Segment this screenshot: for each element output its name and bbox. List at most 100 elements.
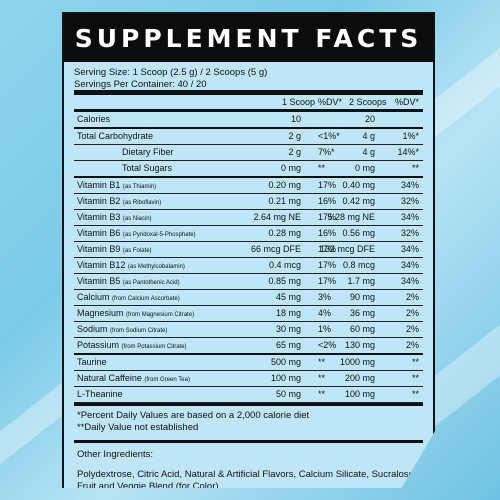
dv-one-scoop: **	[318, 163, 326, 173]
col-dv-two: %DV*	[394, 97, 419, 107]
dv-one-scoop: 3%	[318, 292, 332, 302]
column-header-row: 1 Scoop %DV* 2 Scoops %DV*	[74, 95, 423, 112]
not-established-footnote: **Daily Value not established	[77, 422, 199, 433]
nutrient-name: Calories	[77, 114, 111, 124]
nutrient-name: Dietary Fiber	[122, 147, 174, 157]
amount-one-scoop: 0.4 mcg	[268, 260, 301, 270]
nutrient-name: Vitamin B6	[77, 228, 121, 238]
nutrient-source: (as Folate)	[122, 248, 152, 254]
nutrient-row: Dietary Fiber 2 g 7%* 4 g 14%*	[74, 145, 423, 161]
amount-two-scoops: 200 mg	[344, 373, 375, 383]
nutrient-name: Calcium	[77, 292, 110, 302]
dv-two-scoops: 34%	[400, 276, 419, 286]
dv-two-scoops: **	[411, 163, 419, 173]
amount-one-scoop: 2 g	[288, 131, 301, 141]
nutrient-name: Taurine	[77, 357, 107, 367]
amount-two-scoops: 20	[364, 114, 375, 124]
nutrient-name: L-Theanine	[77, 389, 123, 399]
amount-one-scoop: 18 mg	[275, 308, 301, 318]
supplement-facts-panel: SUPPLEMENT FACTS Serving Size: 1 Scoop (…	[62, 12, 435, 488]
amount-one-scoop: 2.64 mg NE	[253, 212, 301, 222]
dv-one-scoop: 17%	[318, 244, 337, 254]
nutrient-name: Vitamin B3	[77, 212, 121, 222]
nutrient-source: (as Riboflavin)	[122, 200, 162, 206]
nutrient-source: (from Calcium Ascorbate)	[112, 296, 180, 302]
amount-one-scoop: 0.21 mg	[268, 196, 301, 206]
nutrient-name-cell: Vitamin B9 (as Folate)	[77, 242, 152, 259]
serving-size: Serving Size: 1 Scoop (2.5 g) / 2 Scoops…	[74, 67, 268, 78]
nutrient-source: (as Niacin)	[122, 216, 152, 222]
nutrient-row: Calories 10 20	[74, 112, 423, 129]
nutrient-row: L-Theanine 50 mg ** 100 mg **	[74, 387, 423, 403]
amount-two-scoops: 132 mcg DFE	[319, 244, 375, 254]
nutrient-name-cell: Potassium (from Potassium Citrate)	[77, 338, 187, 355]
dv-one-scoop: **	[318, 373, 326, 383]
nutrient-name-cell: Calories	[77, 112, 110, 127]
dv-two-scoops: 34%	[400, 260, 419, 270]
dv-one-scoop: 4%	[318, 308, 332, 318]
nutrient-source: (from Sodium Citrate)	[110, 328, 168, 334]
nutrient-row: Calcium (from Calcium Ascorbate) 45 mg 3% 9…	[74, 290, 423, 306]
dv-one-scoop: 7%*	[318, 147, 335, 157]
dv-two-scoops: 2%	[405, 292, 419, 302]
nutrient-name-cell: Dietary Fiber	[122, 145, 174, 160]
dv-two-scoops: 14%*	[397, 147, 419, 157]
amount-two-scoops: 0.56 mg	[342, 228, 375, 238]
amount-one-scoop: 50 mg	[275, 389, 301, 399]
amount-two-scoops: 1.7 mg	[347, 276, 375, 286]
dv-one-scoop: 16%	[318, 196, 337, 206]
nutrient-source: (as Thiamin)	[122, 184, 157, 190]
nutrient-row: Vitamin B5 (as Pantothenic Acid) 0.85 mg 1…	[74, 274, 423, 290]
dv-one-scoop: **	[318, 389, 326, 399]
nutrient-name: Magnesium	[77, 308, 124, 318]
nutrient-name-cell: L-Theanine	[77, 387, 123, 402]
nutrient-name: Potassium	[77, 340, 120, 350]
dv-two-scoops: 32%	[400, 196, 419, 206]
dv-two-scoops: **	[411, 373, 419, 383]
amount-two-scoops: 5.28 mg NE	[327, 212, 375, 222]
nutrient-row: Total Sugars 0 mg ** 0 mg **	[74, 161, 423, 178]
nutrient-row: Vitamin B1 (as Thiamin) 0.20 mg 17% 0.40 mg…	[74, 178, 423, 194]
dv-two-scoops: 2%	[405, 324, 419, 334]
amount-one-scoop: 30 mg	[275, 324, 301, 334]
nutrient-name-cell: Natural Caffeine (from Green Tea)	[77, 371, 190, 388]
dv-one-scoop: <1%*	[318, 131, 340, 141]
nutrient-name: Vitamin B12	[77, 260, 126, 270]
dv-two-scoops: 2%	[405, 340, 419, 350]
nutrient-row: Magnesium (from Magnesium Citrate) 18 mg 4…	[74, 306, 423, 322]
dv-two-scoops: 1%*	[402, 131, 419, 141]
nutrient-row: Sodium (from Sodium Citrate) 30 mg 1% 60 mg…	[74, 322, 423, 338]
servings-per-container: Servings Per Container: 40 / 20	[74, 79, 207, 90]
nutrient-name-cell: Sodium (from Sodium Citrate)	[77, 322, 167, 339]
panel-body: Serving Size: 1 Scoop (2.5 g) / 2 Scoops…	[64, 62, 433, 488]
dv-one-scoop: 17%	[318, 276, 337, 286]
amount-one-scoop: 45 mg	[275, 292, 301, 302]
dv-two-scoops: 34%	[400, 212, 419, 222]
nutrient-name-cell: Vitamin B1 (as Thiamin)	[77, 178, 156, 195]
dv-one-scoop: 1%	[318, 324, 332, 334]
nutrient-name: Vitamin B5	[77, 276, 121, 286]
nutrient-row: Vitamin B2 (as Riboflavin) 0.21 mg 16% 0.42…	[74, 194, 423, 210]
dv-two-scoops: 2%	[405, 308, 419, 318]
dv-one-scoop: 16%	[318, 228, 337, 238]
dv-two-scoops: 32%	[400, 228, 419, 238]
amount-one-scoop: 0 mg	[280, 163, 301, 173]
amount-two-scoops: 130 mg	[344, 340, 375, 350]
amount-one-scoop: 10	[290, 114, 301, 124]
amount-two-scoops: 0 mg	[354, 163, 375, 173]
amount-two-scoops: 36 mg	[349, 308, 375, 318]
dv-one-scoop: <2%	[318, 340, 337, 350]
amount-two-scoops: 0.8 mcg	[342, 260, 375, 270]
nutrient-row: Taurine 500 mg ** 1000 mg **	[74, 355, 423, 371]
dv-one-scoop: 17%	[318, 260, 337, 270]
amount-two-scoops: 0.42 mg	[342, 196, 375, 206]
amount-two-scoops: 100 mg	[344, 389, 375, 399]
nutrient-row: Vitamin B3 (as Niacin) 2.64 mg NE 17% 5.28 …	[74, 210, 423, 226]
amount-two-scoops: 4 g	[362, 147, 375, 157]
amount-one-scoop: 65 mg	[275, 340, 301, 350]
dv-two-scoops: **	[411, 357, 419, 367]
nutrient-row: Potassium (from Potassium Citrate) 65 mg <…	[74, 338, 423, 355]
nutrient-name-cell: Magnesium (from Magnesium Citrate)	[77, 306, 194, 323]
nutrient-name-cell: Vitamin B2 (as Riboflavin)	[77, 194, 161, 211]
amount-one-scoop: 0.85 mg	[268, 276, 301, 286]
